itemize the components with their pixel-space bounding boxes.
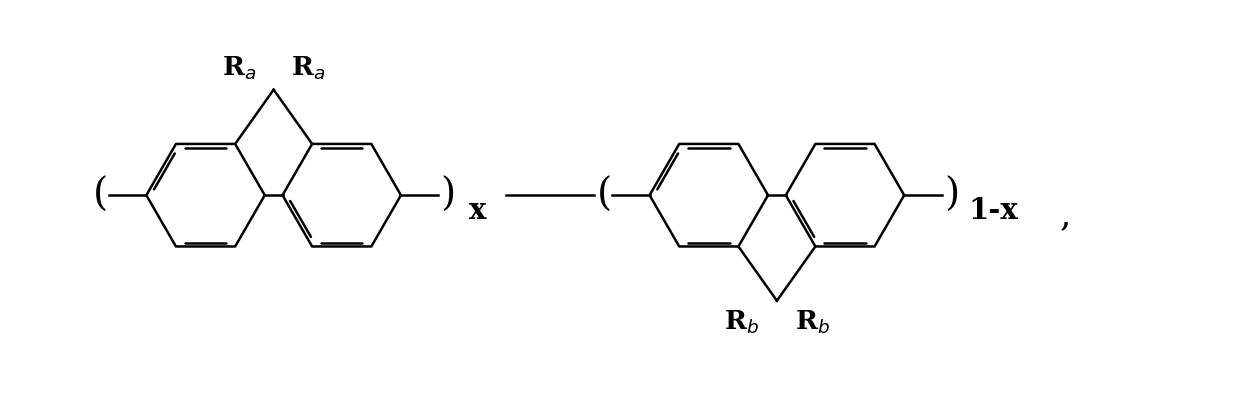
Text: ,: , — [1059, 198, 1071, 232]
Text: ): ) — [440, 177, 456, 214]
Text: x: x — [469, 195, 486, 225]
Text: R$_b$: R$_b$ — [724, 309, 759, 336]
Text: ): ) — [944, 177, 960, 214]
Text: R$_a$: R$_a$ — [222, 54, 255, 82]
Text: R$_a$: R$_a$ — [291, 54, 326, 82]
Text: 1-x: 1-x — [968, 195, 1018, 225]
Text: (: ( — [93, 177, 109, 214]
Text: R$_b$: R$_b$ — [795, 309, 830, 336]
Text: (: ( — [596, 177, 611, 214]
